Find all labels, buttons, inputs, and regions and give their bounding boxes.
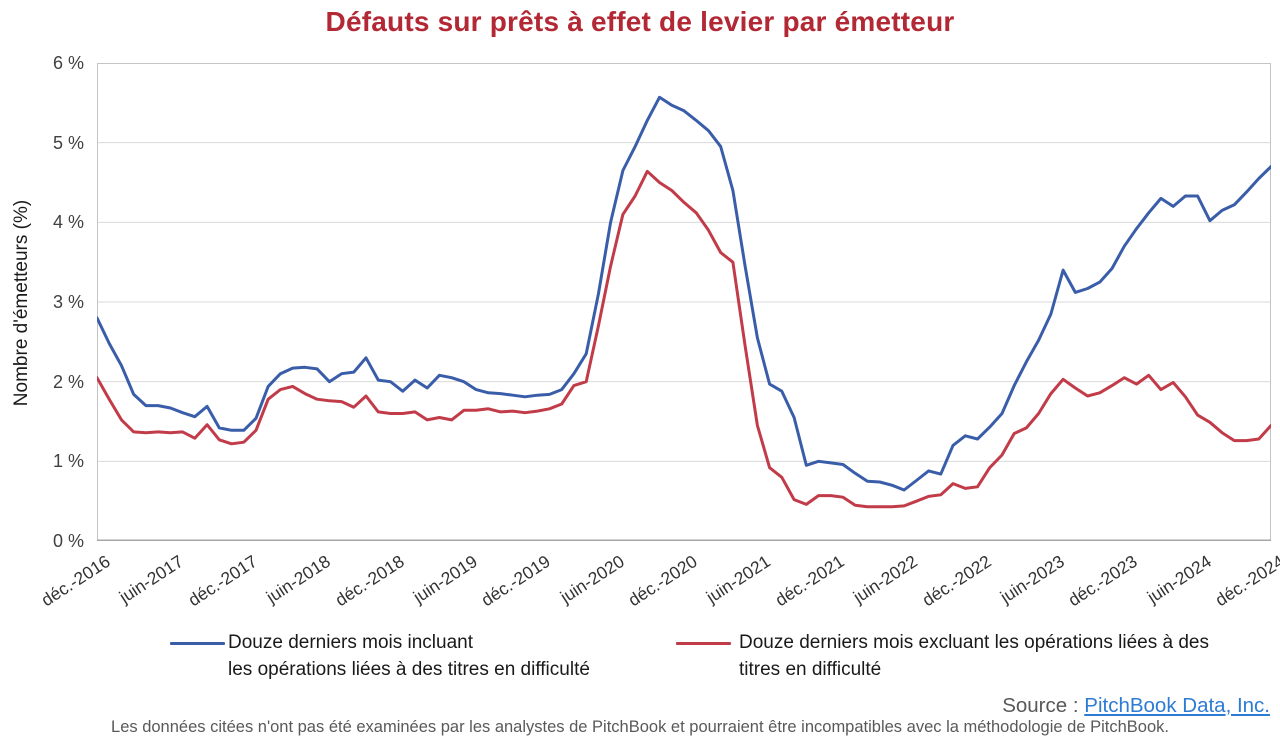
legend-label-excluant-line1: Douze derniers mois excluant les opérati…: [739, 632, 1209, 653]
x-tick-label-6: déc.-2019: [477, 551, 555, 611]
x-tick-label-4: déc.-2018: [331, 551, 408, 611]
source-label: Source :: [1002, 694, 1079, 717]
footnote: Les données citées n'ont pas été examiné…: [111, 718, 1169, 736]
x-tick-label-16: déc.-2024: [1211, 551, 1280, 611]
y-tick-label-6pct: 6 %: [52, 53, 84, 73]
x-tick-label-12: déc.-2022: [918, 551, 995, 611]
y-tick-label-5pct: 5 %: [52, 132, 84, 153]
x-tick-label-14: déc.-2023: [1064, 551, 1142, 611]
x-tick-label-13: juin-2023: [996, 551, 1068, 607]
x-tick-label-1: juin-2017: [115, 551, 188, 607]
legend-swatch-incluant: [170, 642, 225, 645]
legend-label-excluant-line2: titres en difficulté: [739, 659, 882, 680]
chart-title: Défauts sur prêts à effet de levier par …: [325, 6, 955, 37]
source-line: Source : PitchBook Data, Inc.: [1002, 694, 1270, 718]
x-tick-label-15: juin-2024: [1143, 551, 1215, 607]
series-line-excluant: [95, 169, 1273, 509]
x-tick-label-8: déc.-2020: [624, 551, 701, 611]
legend-label-incluant-line2: les opérations liées à des titres en dif…: [228, 659, 590, 680]
x-tick-label-10: déc.-2021: [771, 551, 848, 611]
x-tick-label-2: déc.-2017: [184, 551, 261, 611]
source-link[interactable]: PitchBook Data, Inc.: [1084, 694, 1270, 717]
legend-swatch-excluant: [676, 642, 731, 645]
chart-canvas: [95, 63, 1273, 541]
y-tick-label-0pct: 0 %: [52, 531, 84, 551]
x-tick-label-5: juin-2019: [409, 551, 481, 607]
y-tick-label-1pct: 1 %: [52, 451, 84, 472]
legend-label-incluant-line1: Douze derniers mois incluant: [228, 632, 474, 653]
x-tick-label-3: juin-2018: [262, 551, 335, 607]
y-axis-title: Nombre d'émetteurs (%): [11, 199, 32, 407]
plot-area: [95, 63, 1273, 541]
y-tick-label-2pct: 2 %: [52, 371, 84, 392]
y-tick-label-4pct: 4 %: [52, 212, 84, 233]
x-tick-label-9: juin-2021: [702, 551, 775, 607]
y-tick-label-3pct: 3 %: [52, 292, 84, 312]
x-tick-label-7: juin-2020: [556, 551, 628, 607]
x-tick-label-0: déc.-2016: [37, 551, 114, 611]
series-line-incluant: [95, 95, 1273, 492]
x-tick-label-11: juin-2022: [849, 551, 922, 607]
